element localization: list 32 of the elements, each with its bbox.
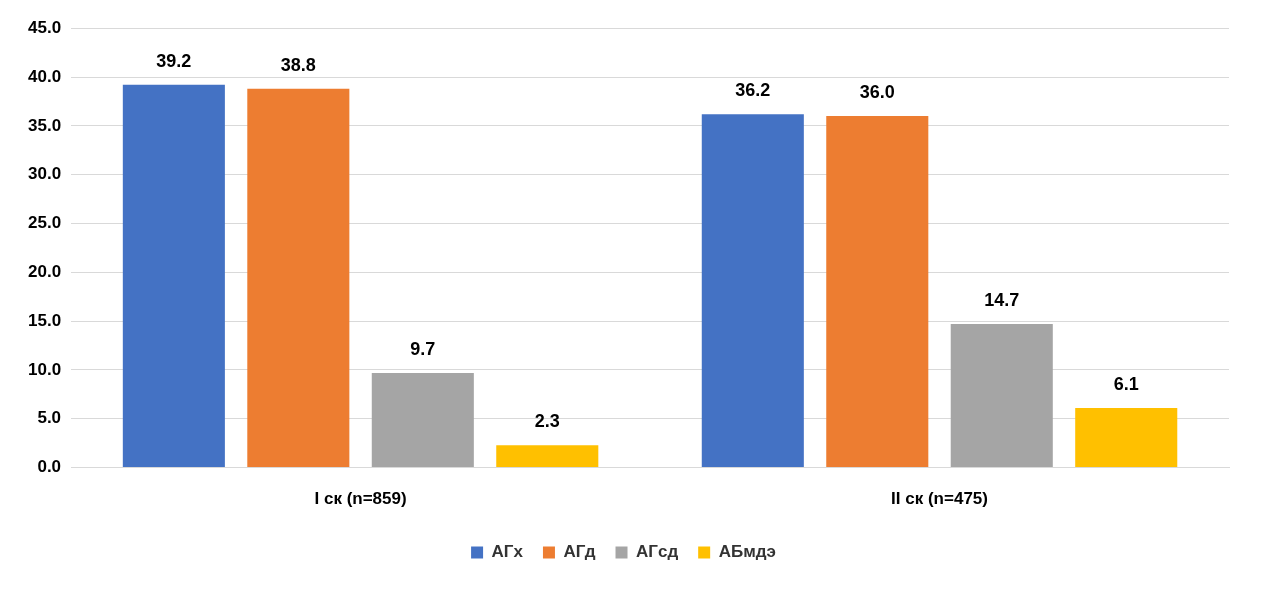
bar bbox=[247, 88, 350, 468]
y-tick-label: 20.0 bbox=[27, 262, 62, 281]
data-label: 9.7 bbox=[410, 338, 436, 359]
data-label: 39.2 bbox=[156, 50, 192, 71]
x-tick-label: II ск (n=475) bbox=[891, 489, 988, 509]
bar bbox=[122, 84, 225, 468]
y-tick-label: 35.0 bbox=[27, 115, 62, 135]
x-tick-label: I ск (n=859) bbox=[314, 489, 407, 509]
data-label: 6.1 bbox=[1113, 374, 1139, 395]
data-label: 14.7 bbox=[984, 290, 1020, 311]
data-label: 36.0 bbox=[859, 82, 895, 103]
data-label: 36.2 bbox=[735, 80, 771, 101]
bar bbox=[826, 116, 929, 468]
y-tick-label: 0.0 bbox=[37, 457, 62, 477]
bar bbox=[701, 114, 804, 468]
legend-label: АГд bbox=[563, 542, 596, 562]
y-tick-label: 15.0 bbox=[27, 310, 62, 330]
y-tick-label: 25.0 bbox=[27, 213, 62, 233]
y-tick-label: 5.0 bbox=[37, 408, 62, 428]
legend-label: АГх bbox=[491, 542, 524, 562]
y-tick-label: 40.0 bbox=[27, 66, 62, 86]
data-label: 38.8 bbox=[280, 54, 316, 75]
y-tick-label: 45.0 bbox=[27, 17, 62, 37]
bar bbox=[1075, 408, 1178, 468]
y-tick-label: 30.0 bbox=[27, 164, 62, 184]
bar bbox=[496, 445, 599, 468]
legend-label: АГсд bbox=[636, 542, 679, 562]
data-label: 2.3 bbox=[534, 411, 560, 432]
y-tick-label: 10.0 bbox=[27, 359, 62, 379]
legend-label: АБмдэ bbox=[718, 542, 776, 562]
bar bbox=[950, 324, 1053, 468]
bar bbox=[371, 372, 474, 468]
